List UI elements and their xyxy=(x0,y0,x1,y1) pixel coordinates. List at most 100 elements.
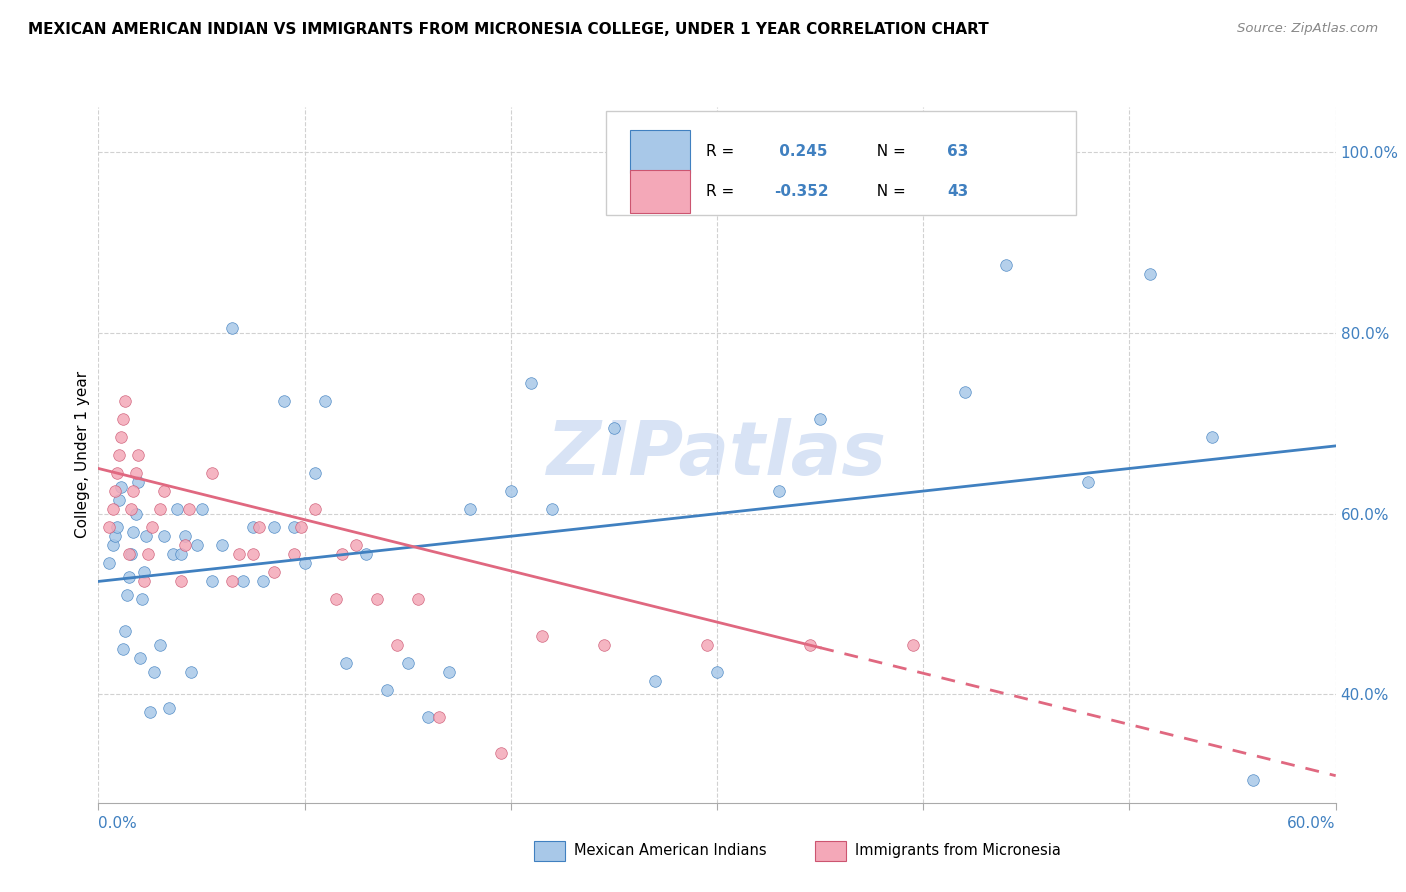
Text: 60.0%: 60.0% xyxy=(1288,816,1336,831)
Point xyxy=(366,592,388,607)
Point xyxy=(283,547,305,561)
Point xyxy=(120,547,142,561)
Point xyxy=(387,638,409,652)
Point xyxy=(108,448,131,462)
Point xyxy=(530,629,553,643)
Point xyxy=(101,502,124,516)
Point xyxy=(221,574,243,589)
Point xyxy=(799,638,821,652)
Point xyxy=(135,529,157,543)
Text: Immigrants from Micronesia: Immigrants from Micronesia xyxy=(855,844,1060,858)
Point xyxy=(186,538,208,552)
Point xyxy=(330,547,353,561)
Point xyxy=(108,493,131,508)
Point xyxy=(953,384,976,399)
Point xyxy=(127,448,149,462)
Point xyxy=(117,588,139,602)
FancyBboxPatch shape xyxy=(630,130,690,173)
Point xyxy=(180,665,202,679)
Point xyxy=(263,566,285,580)
Point xyxy=(489,746,512,760)
Point xyxy=(1201,430,1223,444)
Point xyxy=(242,520,264,534)
Point xyxy=(201,574,224,589)
Point xyxy=(132,566,155,580)
Point xyxy=(120,502,142,516)
Point xyxy=(356,547,378,561)
Point xyxy=(263,520,285,534)
Point xyxy=(149,502,172,516)
Point xyxy=(131,592,153,607)
Text: Mexican American Indians: Mexican American Indians xyxy=(574,844,766,858)
Point xyxy=(1077,475,1099,489)
Point xyxy=(808,411,831,425)
Point xyxy=(644,673,666,688)
Point xyxy=(706,665,728,679)
Point xyxy=(149,638,172,652)
Point xyxy=(211,538,233,552)
Text: 0.0%: 0.0% xyxy=(98,816,138,831)
Point xyxy=(603,421,626,435)
Text: MEXICAN AMERICAN INDIAN VS IMMIGRANTS FROM MICRONESIA COLLEGE, UNDER 1 YEAR CORR: MEXICAN AMERICAN INDIAN VS IMMIGRANTS FR… xyxy=(28,22,988,37)
Point xyxy=(242,547,264,561)
Point xyxy=(304,502,326,516)
Point xyxy=(122,484,145,499)
Point xyxy=(901,638,924,652)
Point xyxy=(427,710,450,724)
Point xyxy=(104,529,127,543)
Point xyxy=(174,529,197,543)
Point xyxy=(105,466,128,480)
Point xyxy=(136,547,159,561)
Point xyxy=(118,570,141,584)
Point xyxy=(252,574,274,589)
Point xyxy=(396,656,419,670)
Point xyxy=(101,538,124,552)
Point xyxy=(325,592,347,607)
Point xyxy=(112,642,135,657)
Point xyxy=(122,524,145,539)
Point xyxy=(592,638,614,652)
Point xyxy=(294,557,316,571)
Point xyxy=(228,547,250,561)
Point xyxy=(304,466,326,480)
Point xyxy=(112,411,135,425)
FancyBboxPatch shape xyxy=(630,170,690,213)
Point xyxy=(174,538,197,552)
Point xyxy=(128,651,150,665)
Point xyxy=(283,520,305,534)
Point xyxy=(201,466,224,480)
Point xyxy=(179,502,201,516)
Point xyxy=(114,624,136,639)
Point xyxy=(105,520,128,534)
Text: Source: ZipAtlas.com: Source: ZipAtlas.com xyxy=(1237,22,1378,36)
Point xyxy=(458,502,481,516)
Point xyxy=(541,502,564,516)
Text: N =: N = xyxy=(866,184,911,199)
Text: 43: 43 xyxy=(948,184,969,199)
Point xyxy=(170,574,193,589)
Point xyxy=(520,376,543,390)
Point xyxy=(132,574,155,589)
Point xyxy=(190,502,212,516)
Point xyxy=(418,710,440,724)
Point xyxy=(110,430,132,444)
Point xyxy=(768,484,790,499)
Point xyxy=(437,665,460,679)
Text: 63: 63 xyxy=(948,145,969,160)
Point xyxy=(273,393,295,408)
Point xyxy=(314,393,336,408)
Point xyxy=(1241,773,1264,788)
Point xyxy=(114,393,136,408)
Point xyxy=(170,547,193,561)
Y-axis label: College, Under 1 year: College, Under 1 year xyxy=(75,371,90,539)
Point xyxy=(162,547,184,561)
Point xyxy=(97,520,120,534)
Point xyxy=(696,638,718,652)
Point xyxy=(153,529,176,543)
FancyBboxPatch shape xyxy=(606,111,1076,215)
Point xyxy=(166,502,188,516)
Point xyxy=(141,520,163,534)
Point xyxy=(247,520,270,534)
Point xyxy=(344,538,367,552)
Point xyxy=(994,258,1017,272)
